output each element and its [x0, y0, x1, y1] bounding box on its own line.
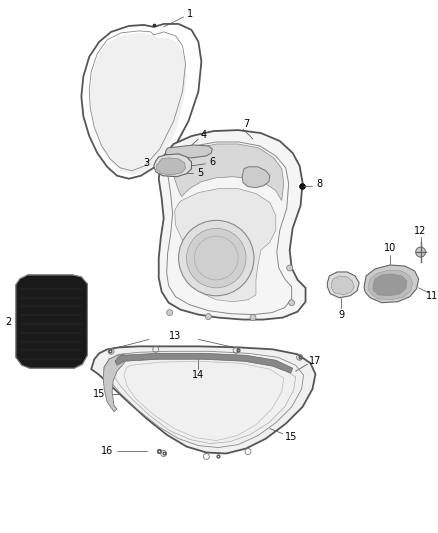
Text: 16: 16 [101, 446, 113, 456]
Circle shape [167, 310, 173, 316]
Text: 10: 10 [384, 243, 396, 253]
Polygon shape [154, 154, 191, 177]
Polygon shape [242, 167, 270, 188]
Polygon shape [90, 33, 187, 175]
Circle shape [250, 314, 256, 320]
Circle shape [205, 313, 211, 320]
Text: 15: 15 [284, 432, 297, 442]
Polygon shape [327, 272, 359, 298]
Polygon shape [16, 275, 87, 368]
Text: 2: 2 [5, 317, 11, 327]
Polygon shape [115, 353, 293, 373]
Text: 13: 13 [169, 332, 181, 342]
Circle shape [179, 220, 254, 296]
Text: 6: 6 [209, 157, 215, 167]
Polygon shape [166, 145, 212, 158]
Text: 3: 3 [144, 158, 150, 168]
Text: 4: 4 [200, 130, 206, 140]
Polygon shape [331, 276, 354, 295]
Polygon shape [103, 354, 127, 412]
Text: 7: 7 [243, 119, 249, 129]
Text: 12: 12 [414, 227, 427, 236]
Polygon shape [173, 144, 284, 200]
Text: 15: 15 [93, 389, 106, 399]
Text: 11: 11 [427, 291, 438, 301]
Text: 8: 8 [316, 179, 322, 189]
Polygon shape [373, 274, 407, 296]
Polygon shape [368, 270, 413, 300]
Polygon shape [157, 158, 186, 175]
Polygon shape [364, 265, 419, 303]
Text: 5: 5 [197, 168, 204, 177]
Text: 17: 17 [309, 356, 321, 366]
Circle shape [416, 247, 426, 257]
Text: 14: 14 [192, 370, 205, 380]
Circle shape [289, 300, 295, 306]
Text: 9: 9 [338, 310, 344, 320]
Polygon shape [91, 346, 315, 454]
Circle shape [187, 228, 246, 288]
Polygon shape [159, 130, 306, 320]
Polygon shape [175, 189, 276, 302]
Text: 1: 1 [187, 9, 194, 19]
Circle shape [287, 265, 293, 271]
